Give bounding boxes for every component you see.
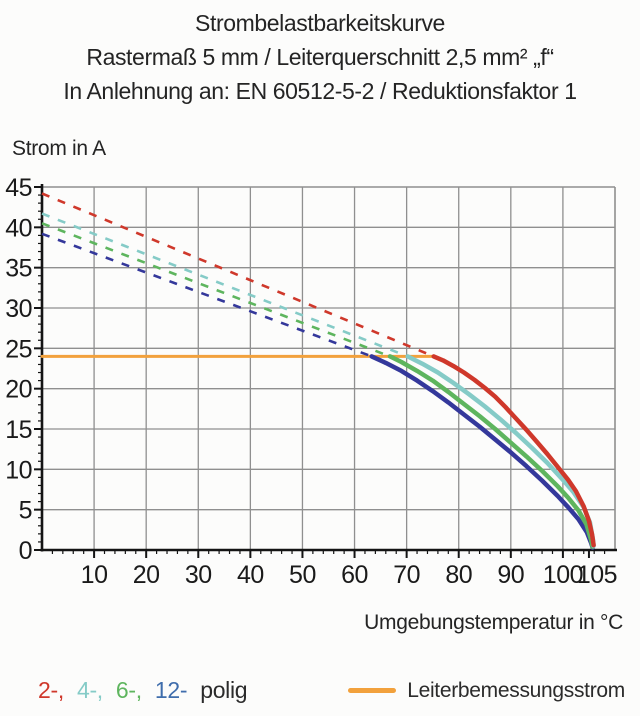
- rated-current-legend: Leiterbemessungsstrom: [348, 679, 625, 703]
- title-line-3: In Anlehnung an: EN 60512-5-2 / Reduktio…: [63, 78, 577, 104]
- poles-legend-suffix: polig: [200, 677, 248, 703]
- series-dashed-6-polig: [41, 222, 391, 358]
- x-tick-label: 50: [289, 561, 316, 589]
- title-line-1: Strombelastbarkeitskurve: [195, 10, 445, 36]
- chart-title: Strombelastbarkeitskurve Rastermaß 5 mm …: [0, 6, 640, 108]
- y-tick-label: 35: [5, 255, 32, 283]
- y-tick-label: 40: [5, 214, 32, 242]
- x-tick-label: 20: [133, 561, 160, 589]
- series-dashed-12-polig: [41, 232, 373, 358]
- title-line-2: Rastermaß 5 mm / Leiterquerschnitt 2,5 m…: [86, 44, 554, 70]
- pole-legend-item: 6-,: [115, 677, 142, 703]
- x-tick-label: 90: [497, 561, 524, 589]
- x-tick-label: 10: [81, 561, 108, 589]
- pole-legend-item: 4-,: [76, 677, 103, 703]
- y-tick-label: 20: [5, 376, 32, 404]
- y-tick-label: 30: [5, 295, 32, 323]
- x-tick-label: 40: [237, 561, 264, 589]
- y-tick-label: 25: [5, 335, 32, 363]
- pole-legend-item: 2-,: [38, 677, 64, 703]
- x-tick-label: 60: [341, 561, 368, 589]
- rated-current-label: Leiterbemessungsstrom: [407, 678, 625, 702]
- y-tick-label: 0: [19, 537, 32, 565]
- x-tick-label: 105: [577, 561, 617, 589]
- y-tick-label: 5: [19, 497, 32, 525]
- x-tick-label: 70: [393, 561, 420, 589]
- x-tick-label: 100: [543, 561, 583, 589]
- series-solid-12-polig: [369, 354, 595, 550]
- y-tick-label: 45: [5, 174, 32, 202]
- series-solid-2-polig: [431, 354, 596, 548]
- x-tick-label: 30: [185, 561, 212, 589]
- poles-legend: 2-, 4-, 6-, 12- polig: [38, 677, 248, 704]
- pole-legend-item: 12-: [154, 677, 188, 703]
- rated-current-line-swatch: [348, 688, 397, 693]
- legend: 2-, 4-, 6-, 12- polig Leiterbemessungsstrom: [38, 677, 625, 704]
- y-tick-label: 15: [5, 416, 32, 444]
- series-dashed-2-polig: [41, 192, 435, 358]
- series-solid-6-polig: [387, 354, 595, 550]
- y-tick-label: 10: [5, 456, 32, 484]
- y-axis-title: Strom in A: [12, 137, 106, 160]
- x-tick-label: 80: [445, 561, 472, 589]
- x-axis-title: Umgebungstemperatur in °C: [364, 611, 623, 634]
- series-dashed-4-polig: [41, 212, 409, 358]
